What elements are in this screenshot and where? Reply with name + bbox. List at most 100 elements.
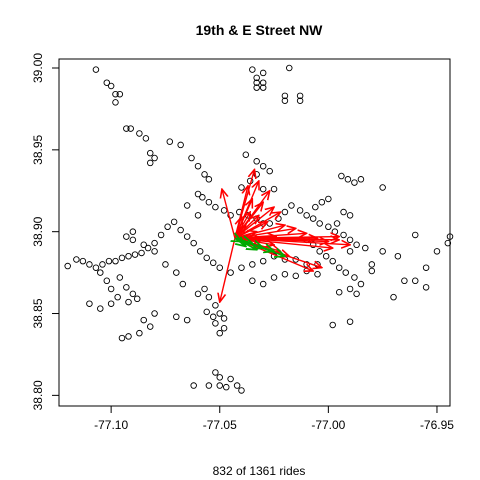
station-point [213, 204, 219, 210]
station-point [124, 234, 130, 240]
station-point [126, 334, 132, 340]
station-point [334, 221, 340, 227]
station-point [119, 335, 125, 341]
station-point [260, 70, 266, 76]
station-point [210, 260, 216, 266]
station-point [147, 324, 153, 330]
station-point [412, 232, 418, 238]
x-tick-label: -77.00 [311, 418, 345, 432]
station-point [315, 271, 321, 277]
chart-title: 19th & E Street NW [196, 22, 324, 38]
station-point [221, 208, 227, 214]
station-point [180, 281, 186, 287]
station-point [317, 249, 323, 255]
station-point [228, 376, 234, 382]
station-point [391, 294, 397, 300]
station-point [113, 100, 119, 106]
station-point [132, 252, 138, 258]
station-point [347, 237, 353, 243]
station-point [202, 286, 208, 292]
station-point [250, 262, 256, 268]
station-point [126, 299, 132, 305]
station-point [239, 265, 245, 271]
station-point [119, 255, 125, 261]
station-point [137, 330, 143, 336]
station-point [217, 375, 223, 381]
station-point [147, 160, 153, 166]
station-point [341, 209, 347, 215]
station-point [330, 322, 336, 328]
station-point [369, 262, 375, 268]
station-point [147, 150, 153, 156]
station-point [276, 216, 282, 222]
station-point [167, 139, 173, 145]
station-point [74, 257, 80, 263]
station-point [174, 314, 180, 320]
station-point [108, 83, 114, 89]
station-point [152, 311, 158, 317]
station-point [354, 291, 360, 297]
station-point [282, 209, 288, 215]
station-point [326, 224, 332, 230]
station-point [97, 270, 103, 276]
station-point [358, 177, 364, 183]
station-point [239, 185, 245, 191]
station-point [213, 303, 219, 309]
station-point [332, 229, 338, 235]
station-point [139, 250, 145, 256]
station-point [113, 258, 119, 264]
station-point [286, 65, 292, 71]
y-tick-label: 39.00 [31, 53, 45, 83]
station-point [271, 186, 277, 192]
station-point [304, 213, 310, 219]
y-axis: 38.80 38.85 38.90 38.95 39.00 [31, 53, 59, 411]
station-point [369, 268, 375, 274]
station-point [195, 213, 201, 219]
station-point [323, 253, 329, 259]
station-point [100, 262, 106, 268]
station-point [223, 384, 229, 390]
station-point [130, 229, 136, 235]
station-point [347, 286, 353, 292]
x-axis-label: 832 of 1361 rides [213, 464, 306, 478]
station-point [141, 317, 147, 323]
station-point [158, 232, 164, 238]
station-point [178, 142, 184, 148]
station-point [217, 330, 223, 336]
station-point [380, 249, 386, 255]
station-point [354, 242, 360, 248]
station-point [313, 204, 319, 210]
station-point [347, 213, 353, 219]
station-point [250, 67, 256, 73]
station-point [93, 67, 99, 73]
station-point [124, 285, 130, 291]
station-point [260, 281, 266, 287]
station-point [412, 278, 418, 284]
station-point [108, 301, 114, 307]
station-point [260, 163, 266, 169]
station-point [87, 262, 93, 268]
station-point [152, 240, 158, 246]
station-point [87, 301, 93, 307]
station-point [402, 278, 408, 284]
station-point [293, 273, 299, 279]
station-point [206, 383, 212, 389]
station-point [310, 216, 316, 222]
station-point [104, 278, 110, 284]
station-point [217, 311, 223, 317]
station-point [250, 278, 256, 284]
station-point [191, 383, 197, 389]
station-point [352, 275, 358, 281]
station-point [319, 199, 325, 205]
station-point [228, 270, 234, 276]
station-point [267, 168, 273, 174]
station-point [184, 317, 190, 323]
station-point [345, 177, 351, 183]
x-tick-label: -76.95 [420, 418, 454, 432]
station-point [239, 388, 245, 394]
station-point [362, 245, 368, 251]
station-point [217, 265, 223, 271]
y-tick-label: 38.80 [31, 380, 45, 410]
station-point [297, 208, 303, 214]
